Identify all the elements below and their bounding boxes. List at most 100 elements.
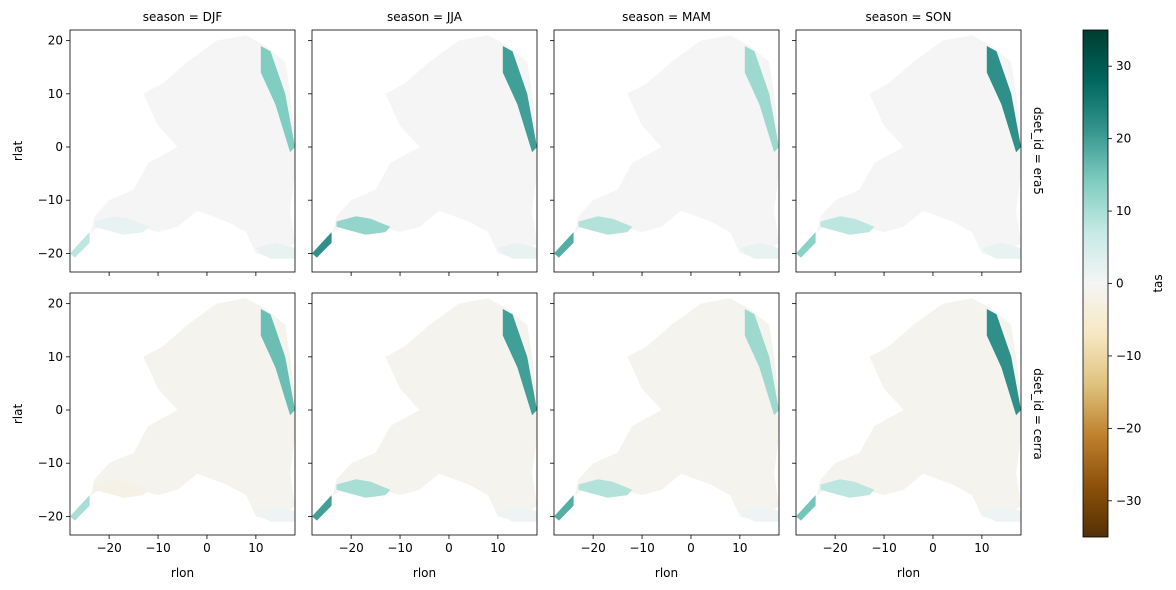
south-coast-field (820, 216, 875, 235)
land-field (810, 298, 1021, 522)
panel-frame (795, 292, 1022, 536)
y-tick-label: −20 (38, 509, 63, 523)
land-field (326, 298, 537, 522)
colorbar-tick-label: −30 (1116, 494, 1141, 508)
column-title: season = MAM (622, 10, 711, 24)
x-tick-label: −20 (338, 541, 363, 555)
panel-frame (69, 292, 296, 536)
panel-frame (311, 29, 538, 273)
panel-frame (311, 292, 538, 536)
y-tick-label: 10 (48, 87, 63, 101)
colorbar-tick-label: 0 (1116, 277, 1124, 291)
x-axis-label: rlon (413, 566, 436, 580)
y-tick-label: 10 (48, 350, 63, 364)
panel-frame (553, 29, 780, 273)
colorbar-tick-label: 30 (1116, 59, 1131, 73)
south-coast-field (94, 479, 149, 498)
column-title: season = JJA (387, 10, 463, 24)
panel-frame (795, 29, 1022, 273)
southwest-corner-field (312, 232, 332, 258)
y-tick-label: −20 (38, 246, 63, 260)
south-coast-field (94, 216, 149, 235)
southeast-corner-field (255, 505, 295, 522)
east-strip-field (502, 309, 537, 416)
southwest-corner-field (312, 495, 332, 521)
land-field (568, 298, 779, 522)
y-tick-label: 20 (48, 297, 63, 311)
panel-grid: −20 −10 0 10 20 −20 −10 0 10 −20 −10 0 10 20 −20 −10 0 10… (38, 29, 1022, 555)
land-field (810, 35, 1021, 259)
panel-cerra-djf: −20 −10 0 10 −20 −10 0 10 20 (38, 292, 296, 555)
east-strip-field (260, 46, 295, 153)
southeast-corner-field (981, 242, 1021, 259)
y-tick-label: −10 (38, 456, 63, 470)
colorbar: −30 −20 −10 0 10 20 30 tas (1082, 29, 1165, 538)
east-strip-field (744, 46, 779, 153)
column-title: season = DJF (143, 10, 223, 24)
y-tick-label: −10 (38, 193, 63, 207)
colorbar-tick-label: −10 (1116, 349, 1141, 363)
column-title: season = SON (866, 10, 952, 24)
east-strip-field (986, 309, 1021, 416)
south-coast-field (578, 479, 633, 498)
row-title: dset_id = era5 (1031, 107, 1045, 195)
x-tick-label: −10 (387, 541, 412, 555)
panel-era5-son (792, 29, 1022, 276)
column-titles: season = DJF season = JJA season = MAM seas… (143, 10, 952, 24)
x-tick-label: 0 (929, 541, 937, 555)
land-field (84, 298, 295, 522)
southwest-corner-field (796, 495, 816, 521)
x-tick-label: 0 (445, 541, 453, 555)
south-coast-field (336, 216, 391, 235)
y-axis-label: rlat (11, 141, 25, 162)
southwest-corner-field (796, 232, 816, 258)
panel-frame (553, 292, 780, 536)
south-coast-field (336, 479, 391, 498)
south-coast-field (578, 216, 633, 235)
x-axis-label: rlon (171, 566, 194, 580)
panel-cerra-jja: −20 −10 0 10 (308, 292, 538, 555)
land-field (84, 35, 295, 259)
x-tick-label: 10 (490, 541, 505, 555)
y-axis-label: rlat (11, 404, 25, 425)
x-tick-label: −20 (96, 541, 121, 555)
southeast-corner-field (497, 242, 537, 259)
row-title: dset_id = cerra (1031, 368, 1045, 460)
y-tick-label: 0 (55, 403, 63, 417)
colorbar-tick-label: 20 (1116, 132, 1131, 146)
land-field (568, 35, 779, 259)
panel-cerra-mam: −20 −10 0 10 (550, 292, 780, 555)
y-tick-label: 0 (55, 140, 63, 154)
southwest-corner-field (554, 232, 574, 258)
panel-era5-jja (308, 29, 538, 276)
colorbar-tick-label: −20 (1116, 421, 1141, 435)
panel-era5-mam (550, 29, 780, 276)
land-field (326, 35, 537, 259)
southwest-corner-field (70, 232, 90, 258)
southeast-corner-field (981, 505, 1021, 522)
colorbar-bar (1082, 29, 1109, 538)
east-strip-field (986, 46, 1021, 153)
x-axis-label: rlon (897, 566, 920, 580)
southeast-corner-field (739, 242, 779, 259)
colorbar-tick-label: 10 (1116, 204, 1131, 218)
x-axis-label: rlon (655, 566, 678, 580)
x-tick-label: −20 (580, 541, 605, 555)
axis-labels: rlon rlon rlon rlon rlat rlat (11, 141, 920, 580)
southeast-corner-field (497, 505, 537, 522)
southwest-corner-field (554, 495, 574, 521)
east-strip-field (502, 46, 537, 153)
colorbar-label: tas (1151, 274, 1165, 292)
south-coast-field (820, 479, 875, 498)
southeast-corner-field (255, 242, 295, 259)
x-tick-label: −10 (145, 541, 170, 555)
x-tick-label: −10 (871, 541, 896, 555)
x-tick-label: −10 (629, 541, 654, 555)
east-strip-field (260, 309, 295, 416)
panel-era5-djf: −20 −10 0 10 20 (38, 29, 296, 276)
x-tick-label: 0 (687, 541, 695, 555)
panel-frame (69, 29, 296, 273)
southwest-corner-field (70, 495, 90, 521)
panel-cerra-son: −20 −10 0 10 (792, 292, 1022, 555)
